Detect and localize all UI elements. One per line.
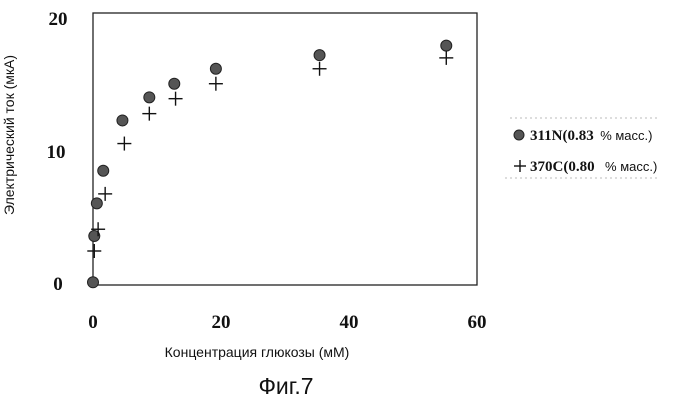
legend-series-name: 370C(0.80 xyxy=(530,159,595,175)
x-tick-label: 60 xyxy=(468,312,487,333)
legend-series-unit: % масс.) xyxy=(605,159,657,174)
data-point-311n xyxy=(91,198,102,209)
data-point-370c xyxy=(439,51,453,65)
x-axis-title: Концентрация глюкозы (мМ) xyxy=(165,344,350,360)
data-point-370c xyxy=(209,77,223,91)
x-tick-label: 20 xyxy=(212,312,231,333)
legend: 311N(0.83 % масс.) 370C(0.80 % масс.) xyxy=(505,118,660,178)
data-point-370c xyxy=(117,137,131,151)
legend-entry-311n: 311N(0.83 % масс.) xyxy=(530,127,652,144)
data-point-311n xyxy=(169,78,180,89)
data-point-370c xyxy=(313,62,327,76)
data-point-311n xyxy=(441,40,452,51)
y-axis-title: Электрический ток (мкА) xyxy=(1,55,17,215)
data-point-370c xyxy=(87,244,101,258)
x-tick-label: 40 xyxy=(340,312,359,333)
x-tick-label: 0 xyxy=(88,312,98,333)
data-point-370c xyxy=(169,92,183,106)
data-point-311n xyxy=(88,277,99,288)
data-point-311n xyxy=(117,115,128,126)
y-tick-label: 20 xyxy=(49,9,68,30)
data-marks xyxy=(87,40,453,288)
x-axis-ticks: 0 20 40 60 xyxy=(88,312,486,333)
data-point-311n xyxy=(98,165,109,176)
figure-caption: Фиг.7 xyxy=(258,373,313,399)
y-tick-label: 10 xyxy=(47,142,66,163)
legend-plus-marker xyxy=(514,160,526,172)
y-tick-label: 0 xyxy=(53,274,63,295)
plot-frame xyxy=(93,13,477,285)
legend-series-unit: % масс.) xyxy=(600,128,652,143)
legend-series-name: 311N(0.83 xyxy=(530,128,594,144)
data-point-370c xyxy=(142,107,156,121)
data-point-311n xyxy=(314,50,325,61)
legend-circle-marker xyxy=(514,130,524,140)
data-point-311n xyxy=(210,63,221,74)
legend-entry-370c: 370C(0.80 % масс.) xyxy=(530,158,657,175)
data-point-311n xyxy=(144,92,155,103)
y-axis-ticks: 20 10 0 xyxy=(47,9,68,295)
